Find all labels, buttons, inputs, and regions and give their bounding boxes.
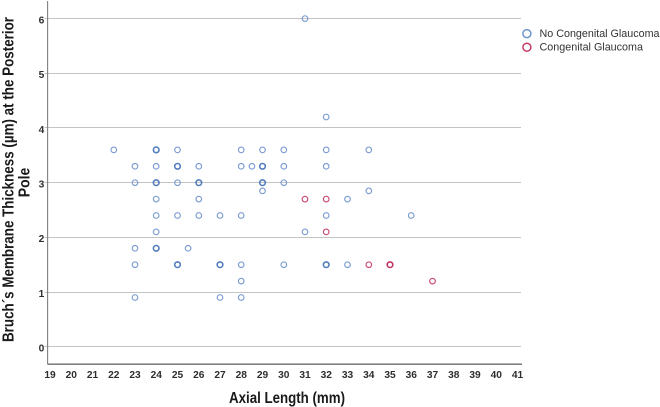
svg-text:Congenital Glaucoma: Congenital Glaucoma <box>540 41 644 53</box>
svg-text:40: 40 <box>491 370 503 381</box>
svg-text:Bruch´s Membrane Thickness (µm: Bruch´s Membrane Thickness (µm) at the P… <box>1 17 18 342</box>
svg-text:20: 20 <box>66 370 78 381</box>
svg-text:No Congenital Glaucoma: No Congenital Glaucoma <box>540 28 660 40</box>
svg-text:1: 1 <box>39 289 45 300</box>
svg-text:33: 33 <box>342 370 354 381</box>
svg-text:Axial Length (mm): Axial Length (mm) <box>229 390 345 407</box>
svg-text:26: 26 <box>193 370 205 381</box>
svg-text:19: 19 <box>44 370 56 381</box>
svg-text:28: 28 <box>236 370 248 381</box>
svg-text:37: 37 <box>427 370 439 381</box>
svg-text:0: 0 <box>39 344 45 355</box>
svg-text:23: 23 <box>129 370 141 381</box>
svg-text:24: 24 <box>151 370 163 381</box>
svg-text:32: 32 <box>321 370 333 381</box>
svg-text:38: 38 <box>448 370 460 381</box>
svg-text:3: 3 <box>39 180 45 191</box>
svg-text:34: 34 <box>363 370 375 381</box>
svg-text:29: 29 <box>257 370 269 381</box>
svg-text:6: 6 <box>39 16 45 27</box>
svg-text:22: 22 <box>108 370 120 381</box>
svg-text:31: 31 <box>299 370 311 381</box>
svg-text:21: 21 <box>87 370 99 381</box>
svg-text:41: 41 <box>512 370 524 381</box>
svg-text:Pole: Pole <box>17 168 34 198</box>
svg-text:4: 4 <box>39 125 45 136</box>
svg-text:25: 25 <box>172 370 184 381</box>
svg-text:2: 2 <box>39 234 45 245</box>
svg-text:5: 5 <box>39 70 45 81</box>
svg-text:35: 35 <box>384 370 396 381</box>
svg-text:30: 30 <box>278 370 290 381</box>
svg-text:36: 36 <box>406 370 418 381</box>
svg-text:27: 27 <box>214 370 226 381</box>
svg-text:39: 39 <box>469 370 481 381</box>
